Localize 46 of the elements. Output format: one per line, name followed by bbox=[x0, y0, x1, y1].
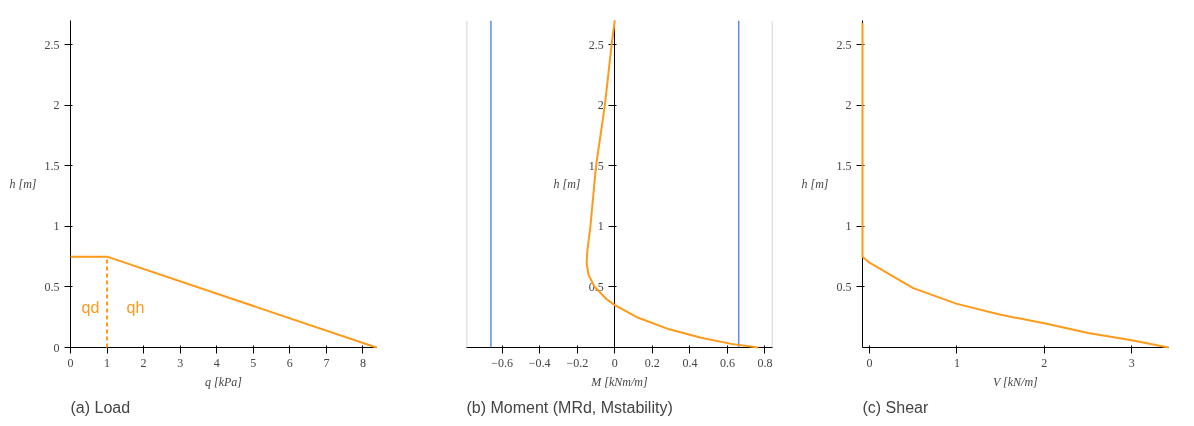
y-tick-label: 1.5 bbox=[836, 158, 852, 173]
x-tick-label: 2 bbox=[140, 355, 147, 370]
y-tick-label: 1.5 bbox=[44, 158, 60, 173]
y-tick-label: 0.5 bbox=[44, 279, 60, 294]
y-tick-label: 2 bbox=[53, 98, 60, 113]
x-axis-title: q [kPa] bbox=[205, 374, 243, 389]
y-tick-label: 2.5 bbox=[836, 37, 852, 52]
x-tick-label: 4 bbox=[213, 355, 220, 370]
x-tick-label: 3 bbox=[177, 355, 184, 370]
x-tick-label: 7 bbox=[323, 355, 330, 370]
y-tick-label: 1 bbox=[53, 219, 60, 234]
x-tick-label: −0.6 bbox=[491, 355, 514, 370]
x-axis-title: V [kN/m] bbox=[993, 374, 1039, 389]
x-tick-label: 6 bbox=[286, 355, 293, 370]
x-tick-label: −0.4 bbox=[528, 355, 551, 370]
y-tick-label: 2.5 bbox=[588, 37, 604, 52]
x-tick-label: 2 bbox=[1041, 355, 1048, 370]
x-tick-label: 0 bbox=[611, 355, 618, 370]
x-tick-label: 0 bbox=[866, 355, 873, 370]
x-tick-label: 8 bbox=[359, 355, 366, 370]
text: (c) Shear bbox=[862, 398, 929, 416]
text: (b) Moment (MRd, Mstability) bbox=[466, 398, 673, 416]
x-tick-label: −0.2 bbox=[566, 355, 589, 370]
x-tick-label: 0.2 bbox=[644, 355, 660, 370]
y-axis-title: h [m] bbox=[9, 177, 37, 191]
y-axis-title: h [m] bbox=[553, 177, 581, 191]
y-tick-label: 1 bbox=[845, 219, 852, 234]
x-tick-label: 0.4 bbox=[682, 355, 698, 370]
y-tick-label: 0.5 bbox=[836, 279, 852, 294]
y-tick-label: 2 bbox=[845, 98, 852, 113]
annotation: qd bbox=[81, 299, 100, 316]
y-tick-label: 0 bbox=[53, 340, 60, 355]
x-tick-label: 0.6 bbox=[719, 355, 735, 370]
x-tick-label: 1 bbox=[104, 355, 111, 370]
y-tick-label: 1 bbox=[597, 219, 604, 234]
x-tick-label: 0 bbox=[67, 355, 74, 370]
y-tick-label: 2.5 bbox=[44, 37, 60, 52]
x-axis-title: M [kNm/m] bbox=[590, 374, 648, 389]
y-axis-title: h [m] bbox=[801, 177, 829, 191]
x-tick-label: 3 bbox=[1128, 355, 1135, 370]
x-tick-label: 1 bbox=[953, 355, 960, 370]
x-tick-label: 0.8 bbox=[757, 355, 773, 370]
y-tick-label: 2 bbox=[597, 98, 604, 113]
x-tick-label: 5 bbox=[250, 355, 257, 370]
text: (a) Load bbox=[70, 398, 131, 416]
annotation: qh bbox=[126, 299, 145, 316]
